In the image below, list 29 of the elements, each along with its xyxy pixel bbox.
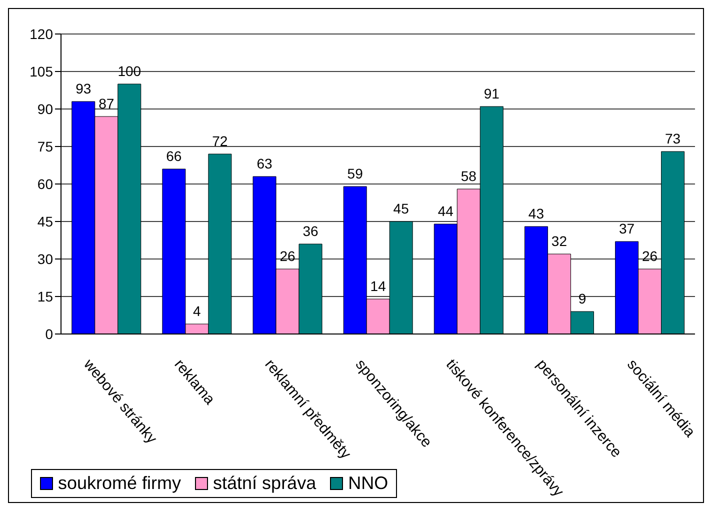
legend-label: soukromé firmy: [58, 473, 182, 494]
legend-label: státní správa: [213, 473, 316, 494]
y-tick-label: 30: [37, 250, 54, 267]
y-tick-label: 120: [30, 26, 54, 42]
data-label: 37: [619, 220, 635, 236]
data-label: 4: [193, 303, 202, 319]
y-tick-label: 0: [45, 326, 54, 342]
data-label: 66: [166, 148, 182, 164]
data-label: 87: [98, 96, 114, 112]
data-label: 91: [484, 86, 500, 102]
data-label: 63: [256, 156, 273, 172]
data-label: 32: [551, 233, 568, 249]
data-label: 93: [76, 80, 92, 96]
legend-label: NNO: [348, 473, 388, 494]
data-label: 59: [347, 166, 364, 182]
y-tick-label: 105: [30, 63, 54, 80]
data-label: 73: [665, 130, 681, 146]
data-label: 45: [393, 200, 410, 216]
data-label: 72: [212, 133, 228, 149]
data-label: 36: [302, 223, 319, 239]
data-label: 43: [528, 206, 544, 222]
y-tick-label: 45: [37, 213, 54, 230]
data-label: 58: [460, 168, 477, 184]
y-tick-label: 90: [37, 100, 54, 117]
y-tick-label: 75: [37, 138, 54, 154]
data-label: 44: [438, 203, 454, 219]
y-tick-label: 15: [37, 288, 54, 304]
y-tick-label: 60: [37, 176, 54, 192]
data-label: 14: [370, 278, 386, 294]
